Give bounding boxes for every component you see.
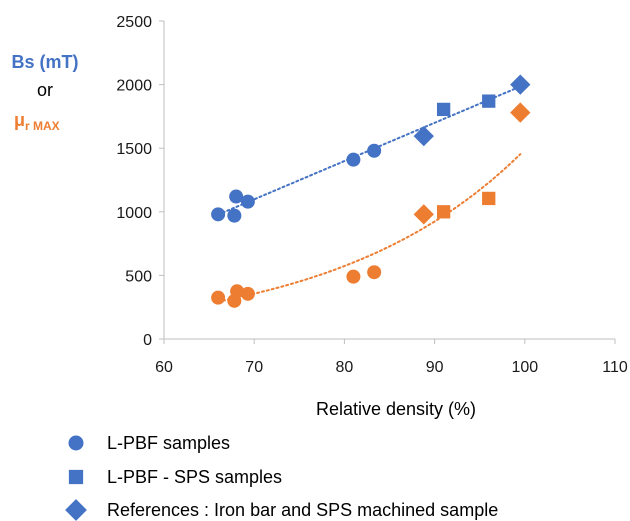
data-point-mu-diamond — [510, 102, 531, 123]
data-point-mu-circle — [367, 265, 382, 280]
y-tick-label: 2000 — [116, 78, 152, 95]
ylabel-or: or — [37, 80, 53, 100]
data-point-bs-square — [482, 94, 496, 108]
axes: 0 500 1000 1500 2000 2500 60 70 80 90 100 110 — [116, 14, 627, 376]
x-tick-label: 110 — [602, 359, 628, 376]
x-axis-title: Relative density (%) — [316, 399, 476, 419]
legend-label: L-PBF - SPS samples — [107, 467, 282, 487]
data-point-mu-circle — [211, 290, 226, 305]
x-tick-label: 70 — [245, 359, 263, 376]
legend-label: L-PBF samples — [107, 433, 230, 453]
ylabel-mu-sub-max: MAX — [30, 119, 60, 133]
data-point-bs-diamond — [510, 74, 531, 95]
x-tick-label: 100 — [511, 359, 538, 376]
data-point-mu-circle — [240, 286, 255, 301]
legend: L-PBF samples L-PBF - SPS samples Referenc… — [65, 433, 498, 521]
y-tick-label: 1000 — [116, 205, 152, 222]
trendline-mu — [217, 153, 522, 303]
data-point-bs-circle — [227, 208, 242, 223]
data-point-bs-square — [436, 102, 451, 117]
y-tick-label: 0 — [143, 332, 152, 349]
ylabel-mu-symbol: μ — [14, 110, 25, 130]
ylabel-bs: Bs (mT) — [12, 52, 79, 72]
legend-marker-circle — [68, 435, 84, 451]
y-tick-label: 1500 — [116, 141, 152, 158]
data-point-mu-circle — [230, 284, 245, 299]
data-point-mu-diamond — [413, 204, 434, 225]
x-tick-label: 80 — [336, 359, 354, 376]
legend-marker-diamond — [65, 499, 87, 521]
x-tick-label: 90 — [426, 359, 444, 376]
ylabel-mu: μr MAX — [14, 110, 60, 133]
data-point-mu-circle — [346, 269, 361, 284]
data-point-bs-diamond — [413, 125, 434, 147]
legend-label: References : Iron bar and SPS machined s… — [107, 500, 498, 520]
data-point-bs-circle — [346, 152, 361, 167]
data-point-bs-circle — [367, 143, 382, 158]
legend-marker-square — [68, 469, 84, 485]
data-points — [211, 74, 531, 308]
data-point-mu-square — [482, 191, 496, 206]
data-point-bs-circle — [229, 189, 244, 204]
y-tick-label: 2500 — [116, 14, 152, 31]
x-tick-label: 60 — [155, 359, 173, 376]
y-tick-label: 500 — [125, 268, 152, 285]
data-point-bs-circle — [211, 207, 226, 222]
ylabel-mu-sub-r: r — [25, 119, 30, 133]
data-point-mu-square — [436, 205, 451, 219]
data-point-bs-circle — [240, 194, 255, 209]
